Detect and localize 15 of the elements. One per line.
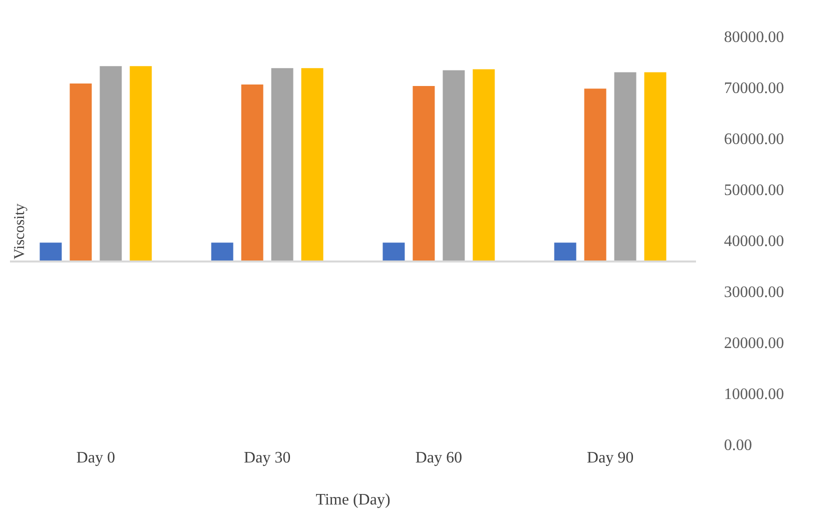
y-tick-label: 0.00 <box>724 436 752 454</box>
y-tick-label: 20000.00 <box>724 334 784 352</box>
y-tick-label: 40000.00 <box>724 232 784 250</box>
y-tick-label: 30000.00 <box>724 284 784 301</box>
y-tick-label: 60000.00 <box>724 130 784 148</box>
x-tick-label: Day 60 <box>415 449 462 466</box>
x-axis-title: Time (Day) <box>316 492 390 509</box>
y-tick-label: 70000.00 <box>724 80 784 97</box>
y-tick-label: 80000.00 <box>724 28 784 46</box>
x-tick-label: Day 0 <box>76 449 116 466</box>
y-tick-label: 50000.00 <box>724 182 784 199</box>
x-tick-label: Day 90 <box>586 449 634 466</box>
x-tick-label: Day 30 <box>244 449 291 466</box>
y-tick-label: 10000.00 <box>724 386 784 403</box>
y-axis-title: Viscosity <box>12 203 28 260</box>
